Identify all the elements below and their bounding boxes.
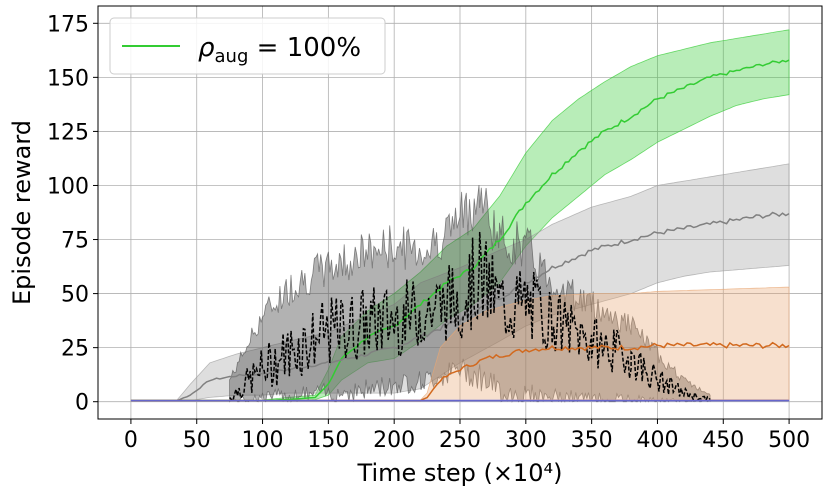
x-tick-label: 200 xyxy=(373,428,415,453)
legend-label: ρaug = 100% xyxy=(198,33,361,67)
legend-box xyxy=(109,17,386,75)
y-axis-label: Episode reward xyxy=(8,120,36,305)
x-axis-label: Time step (×10⁴) xyxy=(357,459,563,487)
x-tick-label: 150 xyxy=(307,428,349,453)
x-tick-label: 450 xyxy=(702,428,744,453)
y-tick-label: 50 xyxy=(61,283,89,308)
x-axis-ticks: 0 50 100 150 200 250 300 350 400 450 500 xyxy=(124,419,810,453)
series-lines xyxy=(130,59,790,403)
x-tick-label: 50 xyxy=(183,428,211,453)
y-tick-label: 75 xyxy=(61,229,89,254)
y-tick-label: 25 xyxy=(61,337,89,362)
x-tick-label: 500 xyxy=(768,428,810,453)
x-tick-label: 400 xyxy=(636,428,678,453)
x-tick-label: 0 xyxy=(124,428,138,453)
x-tick-label: 250 xyxy=(439,428,481,453)
y-tick-label: 150 xyxy=(47,66,89,91)
y-tick-label: 0 xyxy=(75,391,89,416)
series-line-1 xyxy=(130,211,790,402)
y-tick-label: 125 xyxy=(47,120,89,145)
y-tick-label: 175 xyxy=(47,12,89,37)
y-tick-label: 100 xyxy=(47,174,89,199)
y-axis-ticks: 0 25 50 75 100 125 150 175 xyxy=(47,12,98,416)
x-tick-label: 100 xyxy=(242,428,284,453)
series-band-1 xyxy=(130,163,790,402)
x-tick-label: 300 xyxy=(505,428,547,453)
legend: ρaug = 100% xyxy=(109,17,386,75)
x-tick-label: 350 xyxy=(571,428,613,453)
series-line-2 xyxy=(229,231,711,403)
